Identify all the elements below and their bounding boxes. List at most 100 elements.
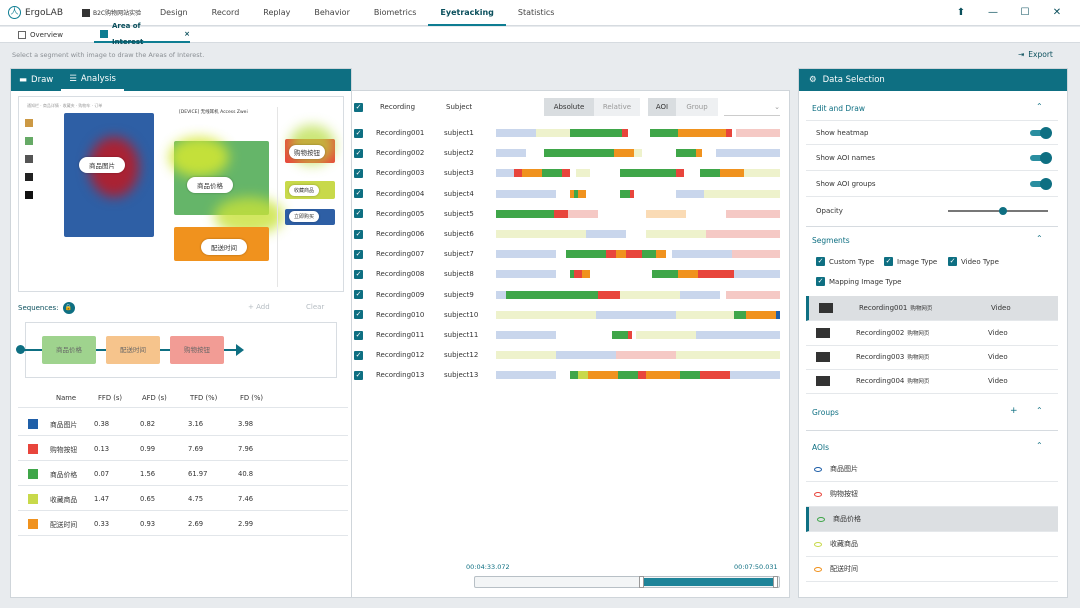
menu-behavior[interactable]: Behavior [314,8,350,17]
sequence-node-2[interactable]: 配送时间 [106,336,160,364]
pin-icon[interactable]: ⬆ [956,7,966,18]
aoi-list-item[interactable]: 商品价格 [806,507,1058,532]
segment-row[interactable]: Recording003 购物网页 Video [806,345,1058,370]
eye-icon[interactable] [814,466,822,472]
table-row[interactable]: 收藏商品 1.47 0.65 4.75 7.46 [18,487,348,511]
table-row[interactable]: 商品价格 0.07 1.56 61.97 40.8 [18,462,348,486]
recording-checkbox[interactable]: ✓ [354,128,363,138]
menu-record[interactable]: Record [211,8,240,17]
recording-checkbox[interactable]: ✓ [354,330,363,340]
select-all-checkbox[interactable]: ✓ [354,102,363,112]
recording-row[interactable]: ✓ Recording005 subject5 [354,204,474,224]
toggle-heatmap[interactable] [1030,126,1052,139]
aoi-list-item[interactable]: 商品图片 [806,457,1058,482]
tab-area-of-interest[interactable]: Area of Interest × [94,22,190,46]
dropdown-chevron-icon[interactable]: ⌄ [724,98,780,116]
recording-checkbox[interactable]: ✓ [354,229,363,239]
recording-row[interactable]: ✓ Recording001 subject1 [354,123,474,143]
group-mode-button[interactable]: Group [676,98,718,116]
collapse-edit-icon[interactable]: ⌃ [1036,102,1043,111]
recording-row[interactable]: ✓ Recording009 subject9 [354,285,474,305]
toggle-heatmap-row[interactable]: Show heatmap [806,120,1058,145]
segment-row[interactable]: Recording004 购物网页 Video [806,369,1058,394]
add-sequence-button[interactable]: + Add [248,303,270,311]
recording-checkbox[interactable]: ✓ [354,269,363,279]
section-groups[interactable]: Groups [812,408,839,417]
recording-checkbox[interactable]: ✓ [354,189,363,199]
export-button[interactable]: ⇥ Export [1018,50,1053,59]
range-handle-left[interactable] [639,576,644,588]
toggle-aoi-names[interactable] [1030,152,1052,164]
tab-close-icon[interactable]: × [184,30,190,38]
eye-icon[interactable] [817,516,825,522]
filter-image-type[interactable]: ✓ Image Type [884,257,937,266]
aoi-list-item[interactable]: 购物按钮 [806,482,1058,507]
recording-row[interactable]: ✓ Recording010 subject10 [354,305,478,325]
range-handle-right[interactable] [773,576,778,588]
lock-icon[interactable]: 🔒 [62,302,75,314]
tab-analysis[interactable]: ☰ Analysis [61,69,124,91]
recording-checkbox[interactable]: ✓ [354,310,363,320]
filter-custom-type[interactable]: ✓ Custom Type [816,257,874,266]
add-group-icon[interactable]: + [1010,406,1018,416]
collapse-groups-icon[interactable]: ⌃ [1036,406,1043,415]
menu-statistics[interactable]: Statistics [517,8,555,17]
close-icon[interactable]: ✕ [1052,7,1062,18]
collapse-aois-icon[interactable]: ⌃ [1036,441,1043,450]
recording-checkbox[interactable]: ✓ [354,168,363,178]
recording-row[interactable]: ✓ Recording006 subject6 [354,224,474,244]
stimulus-image[interactable]: 通知栏 · 商品详情 · 收藏夹 · 购物车 · 订单 [DEVICE] 无线耳… [18,96,344,292]
sequence-node-3[interactable]: 购物按钮 [170,336,224,364]
segment-row[interactable]: Recording002 购物网页 Video [806,321,1058,346]
section-aois[interactable]: AOIs [812,443,830,452]
recording-row[interactable]: ✓ Recording012 subject12 [354,345,478,365]
recording-row[interactable]: ✓ Recording008 subject8 [354,264,474,284]
menu-replay[interactable]: Replay [263,8,291,17]
menu-eyetracking[interactable]: Eyetracking [428,0,506,26]
table-row[interactable]: 购物按钮 0.13 0.99 7.69 7.96 [18,437,348,461]
clear-sequence-button[interactable]: Clear [306,303,325,311]
aoi-mode-button[interactable]: AOI [648,98,676,116]
tab-overview[interactable]: Overview [12,27,88,43]
toggle-aoi-names-row[interactable]: Show AOI names [806,146,1058,171]
time-range-slider[interactable] [474,576,780,588]
tab-draw[interactable]: ▬ Draw [11,69,61,91]
section-segments[interactable]: Segments [812,236,850,245]
recording-checkbox[interactable]: ✓ [354,148,363,158]
minimize-icon[interactable]: — [988,7,998,18]
eye-icon[interactable] [814,491,822,497]
filter-mapping-type[interactable]: ✓ Mapping Image Type [816,277,902,286]
recording-checkbox[interactable]: ✓ [354,249,363,259]
collapse-segments-icon[interactable]: ⌃ [1036,234,1043,243]
table-row[interactable]: 配送时间 0.33 0.93 2.69 2.99 [18,512,348,536]
eye-icon[interactable] [814,566,822,572]
recording-checkbox[interactable]: ✓ [354,290,363,300]
aoi-list-item[interactable]: 配送时间 [806,557,1058,582]
opacity-thumb[interactable] [999,207,1007,215]
opacity-slider[interactable] [948,207,1048,215]
recording-checkbox[interactable]: ✓ [354,350,363,360]
aoi-list-item[interactable]: 收藏商品 [806,532,1058,557]
toggle-aoi-groups[interactable] [1030,178,1052,190]
recording-row[interactable]: ✓ Recording004 subject4 [354,184,474,204]
project-selector[interactable]: B2C购物网站实验 [82,8,141,17]
relative-button[interactable]: Relative [594,98,640,116]
recording-checkbox[interactable]: ✓ [354,209,363,219]
sequence-node-1[interactable]: 商品价格 [42,336,96,364]
maximize-icon[interactable]: ☐ [1020,7,1030,18]
menu-biometrics[interactable]: Biometrics [373,8,417,17]
recording-row[interactable]: ✓ Recording007 subject7 [354,244,474,264]
recording-row[interactable]: ✓ Recording013 subject13 [354,365,478,385]
section-edit-draw[interactable]: Edit and Draw [812,104,865,113]
menu-design[interactable]: Design [160,8,188,17]
filter-video-type[interactable]: ✓ Video Type [948,257,999,266]
eye-icon[interactable] [814,541,822,547]
recording-row[interactable]: ✓ Recording011 subject11 [354,325,478,345]
table-row[interactable]: 商品图片 0.38 0.82 3.16 3.98 [18,412,348,436]
toggle-aoi-groups-row[interactable]: Show AOI groups [806,172,1058,197]
recording-row[interactable]: ✓ Recording003 subject3 [354,163,474,183]
recording-checkbox[interactable]: ✓ [354,370,363,380]
segment-row[interactable]: Recording001 购物网页 Video [806,296,1058,321]
recording-row[interactable]: ✓ Recording002 subject2 [354,143,474,163]
absolute-button[interactable]: Absolute [544,98,594,116]
